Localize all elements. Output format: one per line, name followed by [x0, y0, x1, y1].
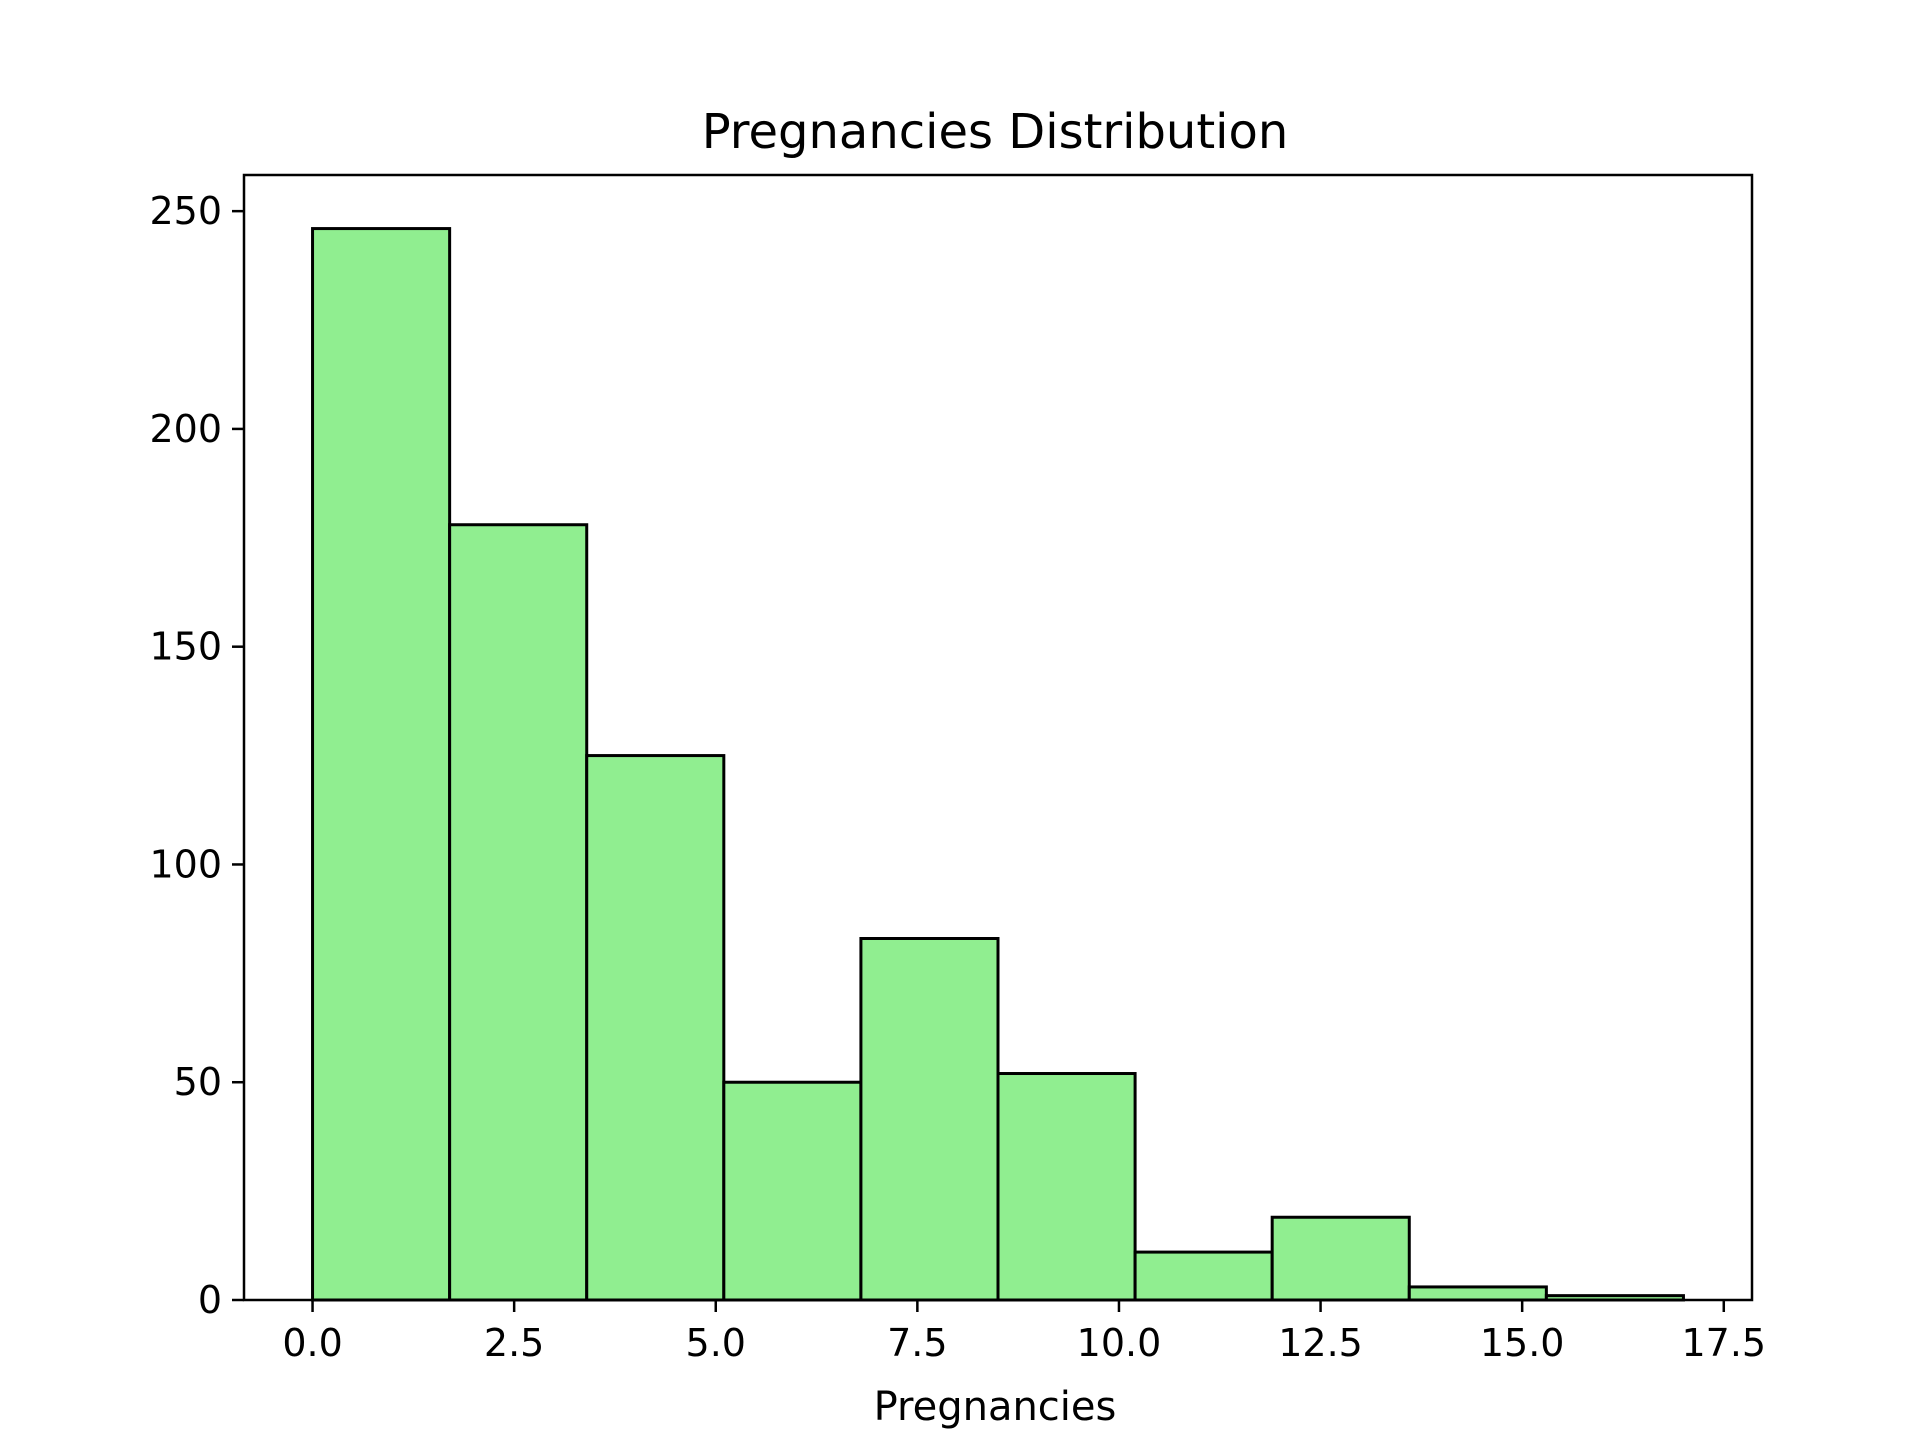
- y-tick-label-5: 250: [149, 189, 222, 233]
- chart-title: Pregnancies Distribution: [702, 104, 1289, 160]
- x-tick-label-6: 15.0: [1480, 1321, 1565, 1365]
- y-tick-label-1: 50: [174, 1060, 222, 1104]
- x-tick-label-0: 0.0: [282, 1321, 342, 1365]
- bars-layer: [311, 227, 1685, 1302]
- y-tick-label-3: 150: [149, 625, 222, 669]
- y-tick-label-2: 100: [149, 842, 222, 886]
- histogram-bar-7: [1270, 1215, 1411, 1302]
- histogram-bar-3: [722, 1080, 863, 1302]
- x-axis-ticks: 0.0 2.5 5.0 7.5 10.0 12.5 15.0 17.5: [282, 1300, 1766, 1365]
- histogram-bar-0: [311, 227, 452, 1302]
- x-tick-label-7: 17.5: [1681, 1321, 1766, 1365]
- x-axis-label: Pregnancies: [874, 1384, 1117, 1430]
- histogram-bar-5: [996, 1072, 1137, 1302]
- y-tick-label-4: 200: [149, 407, 222, 451]
- x-tick-label-4: 10.0: [1077, 1321, 1162, 1365]
- x-tick-label-3: 7.5: [887, 1321, 947, 1365]
- y-axis-ticks: 0 50 100 150 200 250: [149, 189, 244, 1322]
- x-tick-label-5: 12.5: [1278, 1321, 1363, 1365]
- histogram-bar-6: [1133, 1250, 1274, 1302]
- y-tick-label-0: 0: [198, 1278, 222, 1322]
- histogram-bar-8: [1407, 1285, 1548, 1302]
- histogram-bar-1: [448, 523, 589, 1302]
- x-tick-label-2: 5.0: [686, 1321, 746, 1365]
- plot-frame: [242, 173, 1754, 1302]
- x-tick-label-1: 2.5: [484, 1321, 544, 1365]
- histogram-bar-4: [859, 937, 1000, 1302]
- histogram-bar-2: [585, 754, 726, 1302]
